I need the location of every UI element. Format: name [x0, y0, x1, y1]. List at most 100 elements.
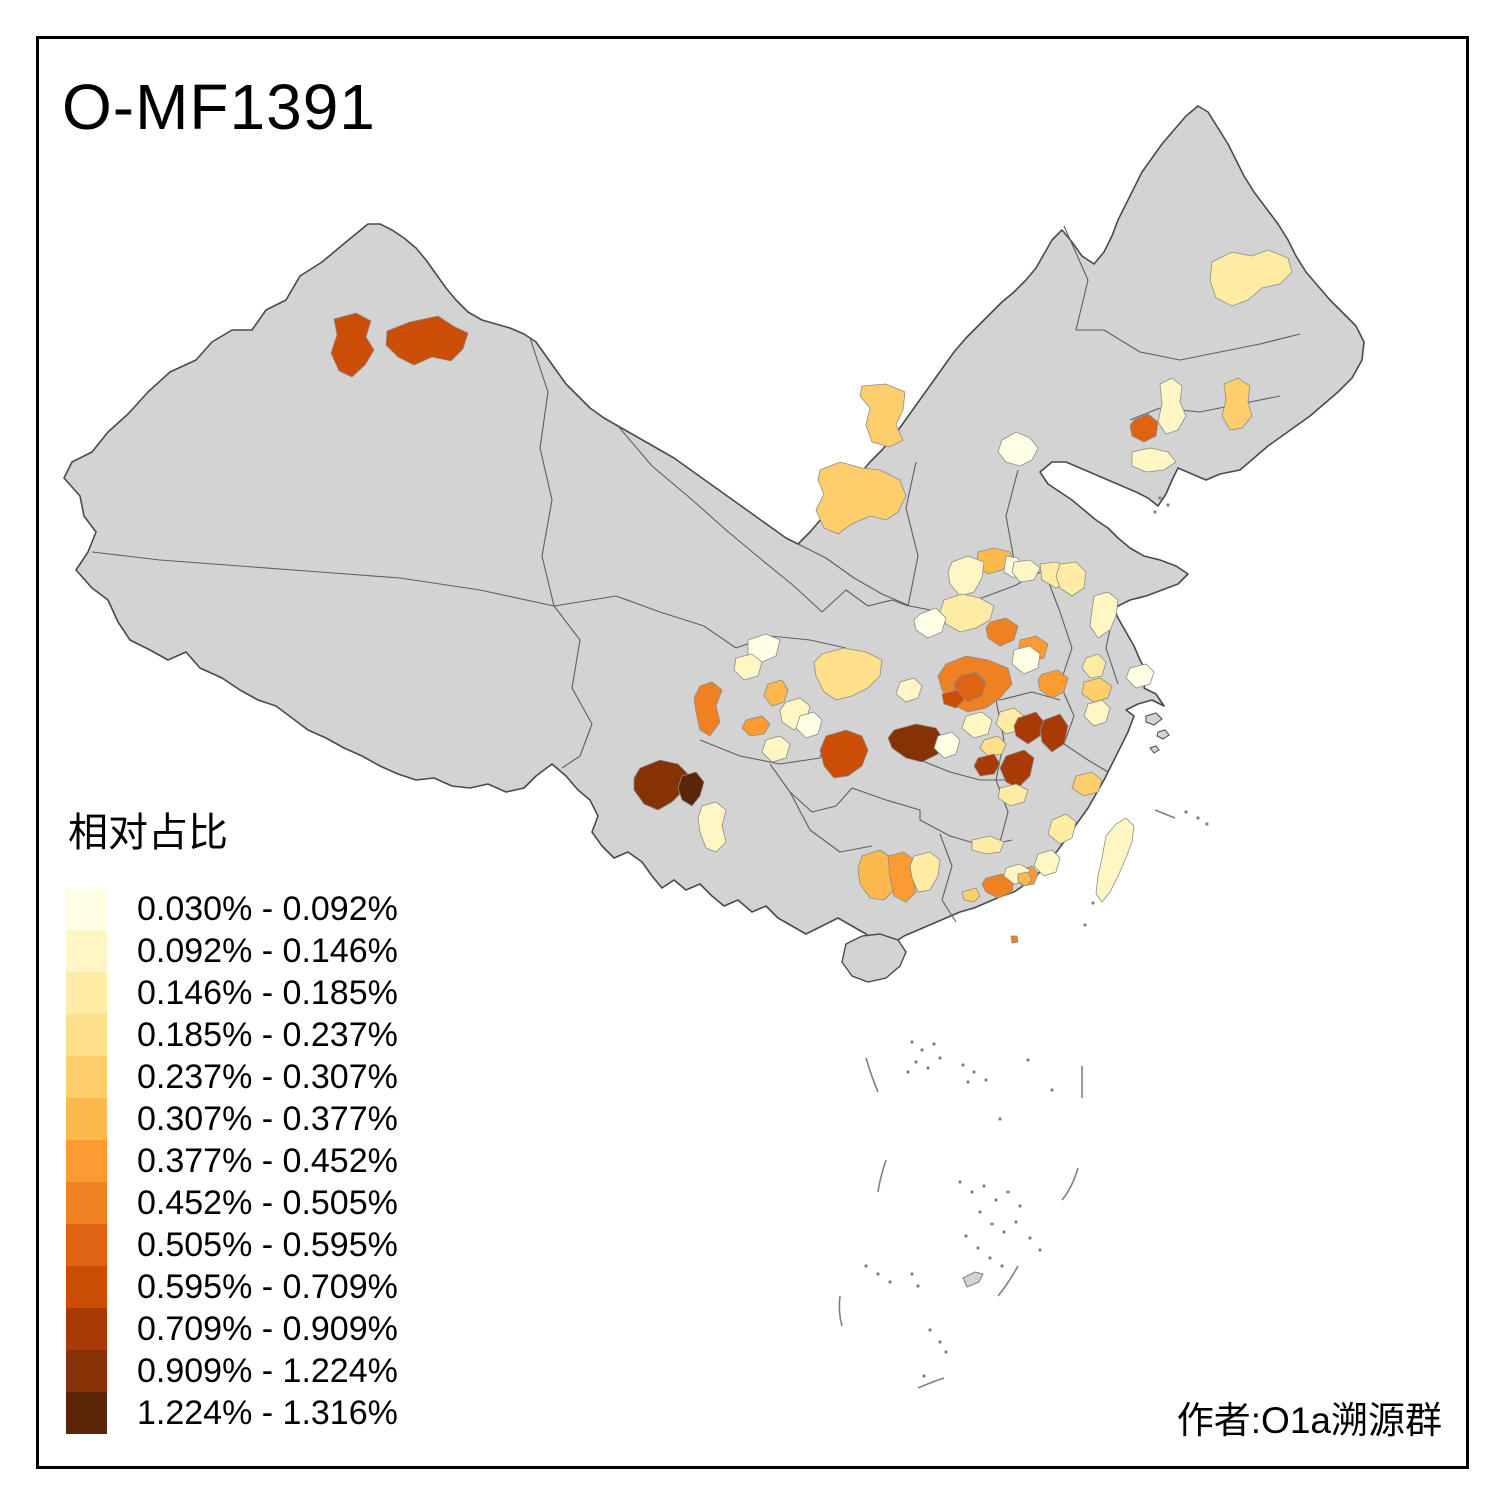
legend-label-7: 0.377% - 0.452%: [137, 1141, 398, 1180]
region-jiangxi-band: [997, 783, 1029, 807]
island-dot: [972, 1070, 976, 1074]
legend-label-2: 0.092% - 0.146%: [137, 931, 398, 970]
region-fujian-ne: [1047, 813, 1077, 845]
legend-label-1: 0.030% - 0.092%: [137, 889, 398, 928]
region-sichuan-mid-orange: [763, 679, 789, 707]
legend: 相对占比 0.030% - 0.092% 0.092% - 0.146% 0.146…: [66, 800, 398, 1434]
sea-islet: [962, 1271, 984, 1288]
legend-swatch-6: [66, 1098, 107, 1140]
island-dot: [920, 1048, 924, 1052]
region-sichuan-small-orange: [741, 715, 771, 737]
colored-regions: [330, 249, 1293, 944]
region-zunyi: [819, 729, 869, 779]
legend-swatch-10: [66, 1266, 107, 1308]
island-dot: [1038, 1248, 1042, 1252]
region-loudi-dark: [887, 723, 945, 763]
island-dot: [970, 1190, 974, 1194]
region-guangxi-west: [857, 849, 895, 901]
region-sichuan-orange-strip: [693, 681, 723, 737]
legend-swatch-11: [66, 1308, 107, 1350]
region-baotou: [859, 383, 906, 448]
region-nanyang-spur: [941, 689, 965, 709]
island-dot: [914, 1060, 918, 1064]
legend-row-13: 1.224% - 1.316%: [66, 1392, 398, 1434]
island-dot: [1018, 1204, 1022, 1208]
legend-swatch-7: [66, 1140, 107, 1182]
region-hebei-band-w: [1011, 559, 1041, 583]
legend-label-10: 0.595% - 0.709%: [137, 1267, 398, 1306]
map-title: O-MF1391: [62, 71, 376, 143]
region-sichuan-cream1: [747, 633, 781, 663]
legend-row-1: 0.030% - 0.092%: [66, 888, 398, 930]
island-dot: [864, 1264, 868, 1268]
sea-island-dots: [864, 496, 1209, 1378]
island-dot: [926, 1066, 930, 1070]
island-dot: [961, 1063, 965, 1067]
island-dot: [976, 1246, 980, 1250]
region-quzhou-yellow: [1071, 771, 1103, 797]
region-shanxi-pale: [947, 555, 985, 597]
island-dot: [1002, 1230, 1006, 1234]
legend-swatch-12: [66, 1350, 107, 1392]
legend-swatch-3: [66, 972, 107, 1014]
region-xinjiang-tacheng: [330, 312, 375, 378]
region-zhoukou-pale: [1011, 645, 1041, 675]
island-dot: [1205, 822, 1209, 826]
region-shandong-south: [1089, 591, 1119, 639]
legend-label-13: 1.224% - 1.316%: [137, 1393, 398, 1432]
region-nanyang-inner: [953, 671, 987, 703]
region-zhengzhou: [985, 617, 1019, 647]
sea-boundary-lines: [838, 809, 1176, 1389]
island-dot: [1050, 1088, 1054, 1092]
legend-label-6: 0.307% - 0.377%: [137, 1099, 398, 1138]
island-dot: [938, 1340, 942, 1344]
region-nantong-cream: [1125, 663, 1155, 689]
legend-row-4: 0.185% - 0.237%: [66, 1014, 398, 1056]
island-dot: [990, 1222, 994, 1226]
region-hunan-yellow: [979, 735, 1007, 757]
legend-label-4: 0.185% - 0.237%: [137, 1015, 398, 1054]
legend-swatch-1: [66, 888, 107, 930]
legend-row-6: 0.307% - 0.377%: [66, 1098, 398, 1140]
region-jilin-east: [1221, 377, 1253, 431]
island-dot: [1014, 1220, 1018, 1224]
region-hefei: [1037, 669, 1069, 699]
island-dot: [910, 1040, 914, 1044]
region-fujian-sw: [1033, 849, 1061, 877]
island-dot: [876, 1272, 880, 1276]
legend-label-12: 0.909% - 1.224%: [137, 1351, 398, 1390]
island-dot: [932, 1042, 936, 1046]
region-shenyang: [1129, 413, 1159, 443]
legend-label-9: 0.505% - 0.595%: [137, 1225, 398, 1264]
legend-row-2: 0.092% - 0.146%: [66, 930, 398, 972]
island-dot: [1026, 1058, 1030, 1062]
island-dot: [998, 1117, 1002, 1121]
island-dot: [938, 1056, 942, 1060]
island-dot: [958, 1180, 962, 1184]
region-shandong-west: [1055, 561, 1087, 597]
region-taiwan: [1095, 817, 1135, 903]
region-jiangxi-south: [999, 749, 1035, 789]
region-yunnan-dark: [633, 759, 689, 811]
island-dot: [1006, 1190, 1010, 1194]
island-dot: [916, 1284, 920, 1288]
region-shaanxi-south-pale: [895, 677, 923, 703]
legend-rows: 0.030% - 0.092% 0.092% - 0.146% 0.146% - 0…: [66, 888, 398, 1434]
region-hubei-cream: [961, 711, 993, 739]
island-dot: [1000, 1264, 1004, 1268]
legend-swatch-13: [66, 1392, 107, 1434]
region-guangxi-east: [887, 851, 917, 903]
region-yunfu-yellow: [961, 887, 981, 903]
region-sichuan-cream2: [733, 653, 763, 681]
legend-swatch-9: [66, 1224, 107, 1266]
attribution: 作者:O1a溯源群: [1176, 1400, 1442, 1441]
province-borders: [91, 225, 1301, 923]
legend-row-8: 0.452% - 0.505%: [66, 1182, 398, 1224]
island-dot: [978, 1210, 982, 1214]
legend-row-12: 0.909% - 1.224%: [66, 1350, 398, 1392]
region-wuzhou-pale: [909, 851, 941, 893]
region-zhejiang-pale: [1083, 699, 1111, 727]
region-yunnan-cream: [697, 801, 727, 853]
legend-label-11: 0.709% - 0.909%: [137, 1309, 398, 1348]
island-dot: [982, 1184, 986, 1188]
